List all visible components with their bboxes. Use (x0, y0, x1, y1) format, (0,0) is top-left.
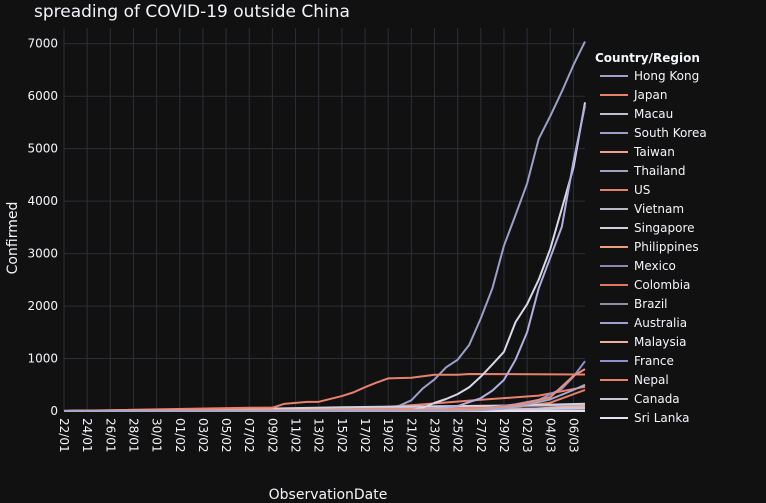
y-tick-label: 5000 (27, 142, 58, 156)
x-tick-label: 28/01 (126, 418, 140, 453)
legend-item: Colombia (634, 278, 690, 292)
x-tick-label: 29/02 (497, 418, 511, 453)
x-tick-label: 07/02 (242, 418, 256, 453)
legend-item: Philippines (634, 240, 699, 254)
series-line-france (63, 360, 586, 412)
x-tick-label: 19/02 (381, 418, 395, 453)
legend-item: Mexico (634, 259, 676, 273)
axes: Confirmed ObservationDate 0 1000 2000 3000 4… (5, 37, 580, 503)
y-tick-label: 7000 (27, 37, 58, 51)
legend-item: Macau (634, 107, 673, 121)
x-tick-label: 17/02 (358, 418, 372, 453)
y-axis-label: Confirmed (5, 202, 21, 275)
x-tick-label: 30/01 (150, 418, 164, 453)
x-tick-label: 11/02 (289, 418, 303, 453)
legend-item: Australia (634, 316, 687, 330)
legend: Country/Region Hong Kong Japan Macau South … (595, 51, 707, 425)
series-line-iran (63, 105, 586, 412)
series-line-spain (63, 383, 586, 412)
x-tick-label: 27/02 (474, 418, 488, 453)
x-tick-label: 03/02 (196, 418, 210, 453)
legend-item: South Korea (634, 126, 707, 140)
legend-item: Hong Kong (634, 69, 699, 83)
chart-title: spreading of COVID-19 outside China (34, 2, 350, 22)
legend-item: Brazil (634, 297, 668, 311)
x-tick-label: 01/02 (173, 418, 187, 453)
legend-item: Malaysia (634, 335, 686, 349)
y-tick-label: 6000 (27, 89, 58, 103)
series-line-south-korea (63, 41, 586, 412)
series-lines (63, 41, 586, 412)
legend-item: France (634, 354, 674, 368)
y-tick-label: 0 (50, 404, 58, 418)
legend-item: Vietnam (634, 202, 684, 216)
series-line-italy (63, 102, 586, 412)
x-tick-label: 15/02 (335, 418, 349, 453)
x-tick-label: 09/02 (265, 418, 279, 453)
series-line-others (63, 373, 586, 412)
legend-item: Singapore (634, 221, 695, 235)
legend-item: Sri Lanka (634, 411, 689, 425)
y-tick-label: 3000 (27, 247, 58, 261)
legend-title: Country/Region (595, 51, 700, 65)
x-tick-label: 25/02 (451, 418, 465, 453)
x-tick-label: 22/01 (57, 418, 71, 453)
y-tick-label: 1000 (27, 352, 58, 366)
y-tick-label: 4000 (27, 194, 58, 208)
x-tick-label: 23/02 (427, 418, 441, 453)
x-axis-label: ObservationDate (269, 487, 388, 503)
legend-item: Japan (633, 88, 667, 102)
x-tick-label: 05/02 (219, 418, 233, 453)
y-tick-label: 2000 (27, 299, 58, 313)
legend-item: US (634, 183, 650, 197)
legend-item: Thailand (633, 164, 686, 178)
grid (63, 28, 585, 412)
x-tick-label: 02/03 (520, 418, 534, 453)
legend-item: Nepal (634, 373, 669, 387)
x-tick-label: 13/02 (312, 418, 326, 453)
x-tick-label: 24/01 (80, 418, 94, 453)
x-tick-label: 21/02 (404, 418, 418, 453)
x-tick-label: 06/03 (566, 418, 580, 453)
x-tick-label: 26/01 (103, 418, 117, 453)
legend-item: Taiwan (633, 145, 675, 159)
x-tick-label: 04/03 (543, 418, 557, 453)
legend-item: Canada (634, 392, 680, 406)
